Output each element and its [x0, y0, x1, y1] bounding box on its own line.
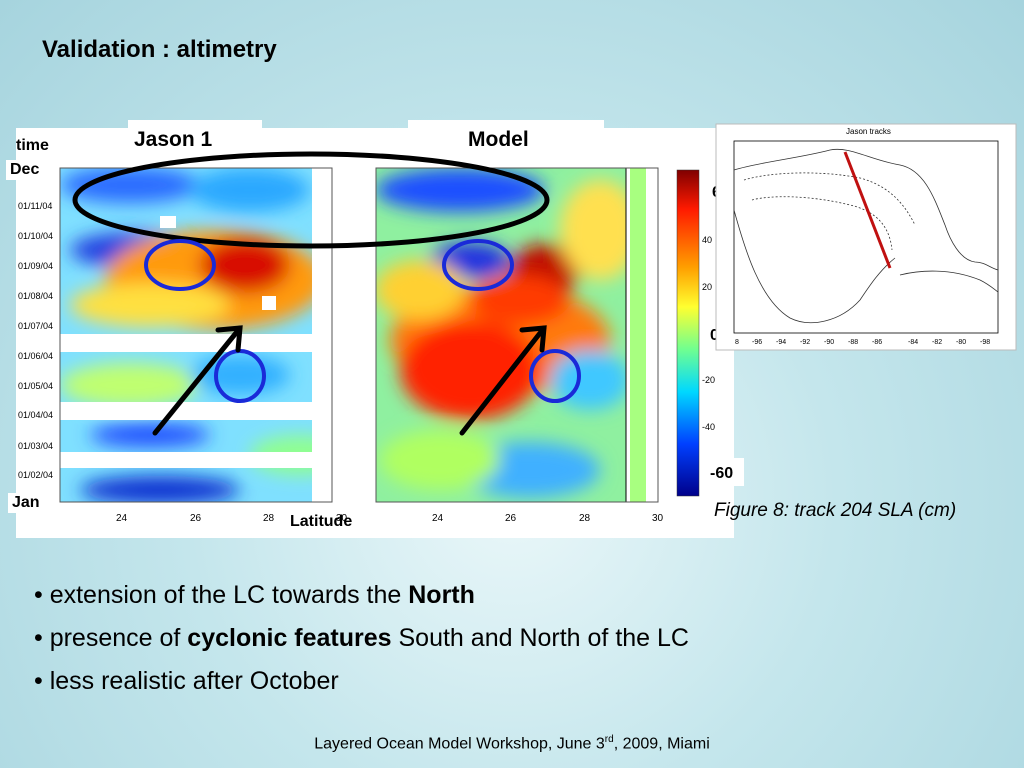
model-side-strip — [630, 168, 646, 502]
x-tick: 26 — [505, 513, 517, 524]
x-tick: 30 — [652, 513, 664, 524]
colorbar-tick: -20 — [702, 375, 715, 385]
lon-tick: -82 — [932, 339, 942, 346]
gulf-coastline — [733, 148, 999, 324]
lon-tick: -96 — [752, 339, 762, 346]
model-sla-plot — [376, 168, 626, 502]
x-tick: 24 — [432, 513, 444, 524]
date-tick: 01/11/04 — [18, 201, 52, 211]
lon-tick: -90 — [824, 339, 834, 346]
x-tick: 26 — [190, 513, 202, 524]
colorbar — [676, 169, 700, 497]
map-title: Jason tracks — [846, 127, 891, 136]
bullet-item: • presence of cyclonic features South an… — [34, 624, 689, 652]
colorbar-tick: -40 — [702, 422, 715, 432]
lon-tick: 8 — [735, 339, 739, 346]
date-tick: 01/05/04 — [18, 381, 53, 391]
date-tick: 01/03/04 — [18, 441, 53, 451]
x-tick: 30 — [336, 513, 348, 524]
lon-tick: -98 — [980, 339, 990, 346]
cyclonic-circle — [442, 239, 514, 291]
jason-label-box — [128, 120, 262, 154]
lon-tick: -92 — [800, 339, 810, 346]
date-tick: 01/06/04 — [18, 351, 53, 361]
latitude-axis: 24 26 28 30 24 26 28 30 — [116, 513, 664, 524]
date-tick: 01/04/04 — [18, 410, 53, 420]
latitude-label: Latitude — [290, 513, 353, 530]
lon-tick: -86 — [872, 339, 882, 346]
date-tick: 01/07/04 — [18, 321, 53, 331]
date-tick: 01/10/04 — [18, 231, 53, 241]
dec-label: Dec — [6, 160, 44, 180]
cyclonic-circle — [144, 239, 216, 291]
model-label-box — [408, 120, 604, 154]
bullet-item: • extension of the LC towards the North — [34, 581, 475, 609]
bullet-list: • extension of the LC towards the North … — [34, 574, 689, 703]
map-panel — [715, 123, 1017, 351]
map-lon-axis: 8 -96 -94 -92 -90 -88 -86 -84 -82 -80 -9… — [735, 339, 990, 346]
track-204-line — [843, 151, 892, 269]
model-label: Model — [468, 128, 529, 151]
arrow — [459, 325, 547, 436]
arrow — [152, 325, 243, 436]
jason-label: Jason 1 — [134, 128, 213, 151]
jason-sla-plot — [60, 168, 332, 502]
lon-tick: -94 — [776, 339, 786, 346]
colorbar-tick: 40 — [702, 235, 712, 245]
figure-caption: Figure 8: track 204 SLA (cm) — [714, 500, 957, 521]
x-tick: 28 — [263, 513, 275, 524]
cyclonic-circle — [529, 349, 581, 403]
highlight-ellipse — [72, 151, 550, 249]
date-tick: 01/02/04 — [18, 470, 53, 480]
date-tick: 01/08/04 — [18, 291, 53, 301]
time-label: time — [16, 137, 49, 154]
bullet-item: • less realistic after October — [34, 667, 339, 695]
slide-title: Validation : altimetry — [42, 36, 277, 63]
colorbar-label-bottom: -60 — [710, 465, 733, 482]
lon-tick: -80 — [956, 339, 966, 346]
colorbar-label-mid: 0 — [710, 327, 719, 344]
date-axis: 01/11/04 01/10/04 01/09/04 01/08/04 01/0… — [18, 201, 53, 480]
lon-tick: -84 — [908, 339, 918, 346]
date-tick: 01/09/04 — [18, 261, 53, 271]
x-tick: 28 — [579, 513, 591, 524]
lon-tick: -88 — [848, 339, 858, 346]
colorbar-tick: 20 — [702, 282, 712, 292]
footer: Layered Ocean Model Workshop, June 3rd, … — [314, 734, 710, 753]
jan-label: Jan — [8, 493, 44, 513]
x-tick: 24 — [116, 513, 128, 524]
